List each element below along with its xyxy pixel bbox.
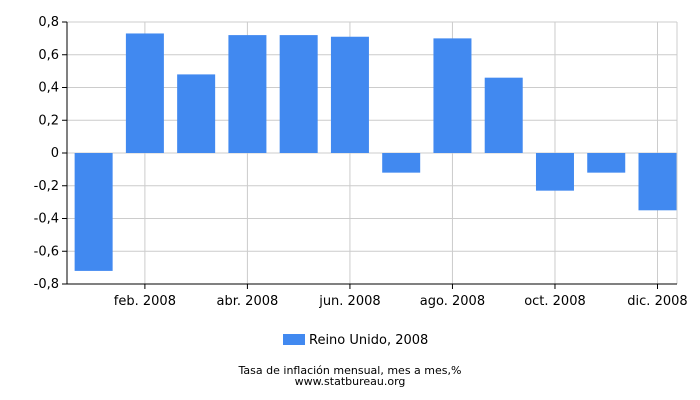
y-tick-label: -0,4 <box>34 212 59 227</box>
y-tick-label: 0,4 <box>38 81 59 96</box>
bar-8 <box>433 38 472 153</box>
y-tick-label: 0,6 <box>38 48 59 63</box>
x-tick-label: feb. 2008 <box>114 294 176 309</box>
bar-12 <box>638 153 677 211</box>
x-tick-label: dic. 2008 <box>627 294 687 309</box>
bar-series <box>74 33 677 271</box>
bar-5 <box>279 35 318 153</box>
legend-swatch <box>283 334 305 345</box>
x-tick-label: jun. 2008 <box>318 294 380 309</box>
axes: 0,8 0,6 0,4 0,2 0 -0,2 -0,4 -0,6 -0,8 feb. 2008 ab… <box>34 15 688 309</box>
y-tick-label: 0,8 <box>38 15 59 30</box>
y-tick-label: 0,2 <box>38 113 59 128</box>
source-url: www.statbureau.org <box>294 375 406 388</box>
bar-6 <box>330 36 369 153</box>
bar-11 <box>587 153 626 173</box>
y-tick-label: -0,2 <box>34 179 59 194</box>
y-tick-label: 0 <box>51 146 59 161</box>
x-tick-label: ago. 2008 <box>420 294 485 309</box>
bar-4 <box>228 35 267 153</box>
x-tick-label: oct. 2008 <box>524 294 586 309</box>
x-tick-label: abr. 2008 <box>217 294 279 309</box>
bar-1 <box>74 153 113 271</box>
bar-3 <box>177 74 216 153</box>
bar-2 <box>125 33 164 153</box>
legend-label: Reino Unido, 2008 <box>309 333 428 348</box>
legend: Reino Unido, 2008 <box>283 333 428 348</box>
chart-caption: Tasa de inflación mensual, mes a mes,% <box>238 364 462 377</box>
y-tick-label: -0,8 <box>34 277 59 292</box>
y-tick-label: -0,6 <box>34 244 59 259</box>
bar-10 <box>535 153 574 191</box>
bar-9 <box>484 77 523 153</box>
bar-7 <box>382 153 421 173</box>
